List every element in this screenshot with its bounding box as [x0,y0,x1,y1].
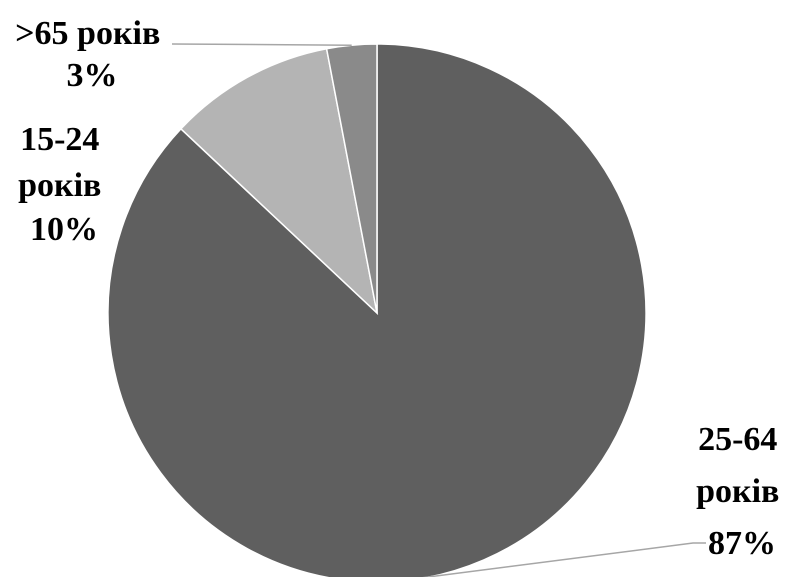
pie-slice-1 [179,47,379,316]
label-15-24-percent: 10% [30,211,98,248]
label-65-plus-percent: 3% [67,57,118,94]
label-65-plus-line1: >65 років [15,15,160,52]
label-25-64-percent: 87% [708,525,776,562]
leader-line-65-plus [171,43,352,46]
label-65-plus-group: >65 років 3% [15,15,169,94]
label-25-64-line2: років [696,473,779,510]
leader-lines [171,43,706,577]
label-15-24-group: 15-24 років 10% [18,121,110,248]
pie-slices [107,43,647,577]
label-25-64-group: 25-64 років 87% [696,421,788,562]
label-25-64-line1: 25-64 [698,421,777,458]
label-15-24-line2: років [18,167,101,204]
label-15-24-line1: 15-24 [20,121,99,158]
leader-line-25-64 [422,542,706,577]
